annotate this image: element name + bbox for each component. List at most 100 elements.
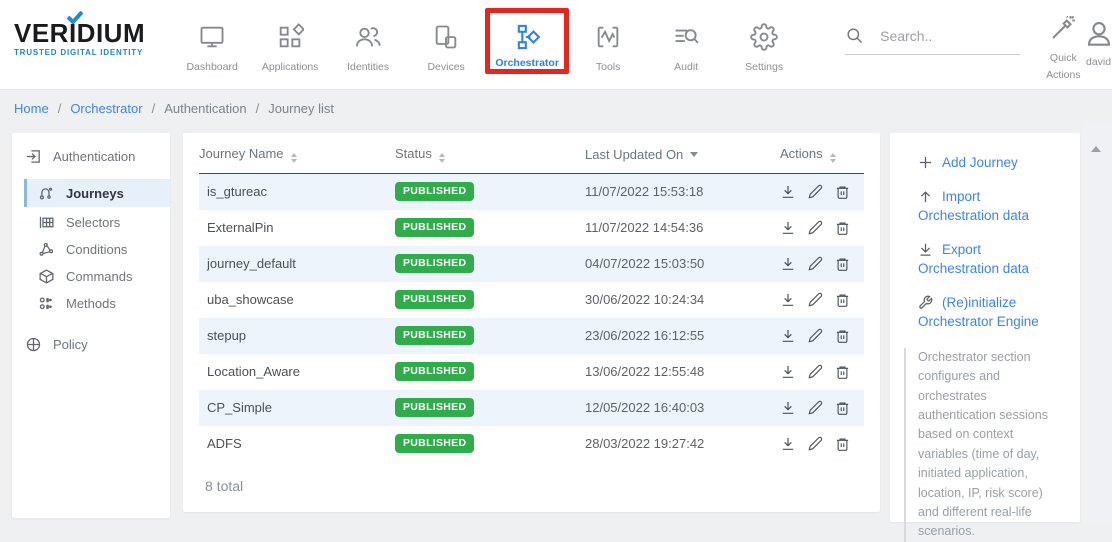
journey-name: is_gtureac <box>199 173 395 210</box>
import-orchestration-button[interactable]: Import Orchestration data <box>918 188 1030 224</box>
nav-item-applications[interactable]: Applications <box>251 8 329 74</box>
export-orchestration-button[interactable]: Export Orchestration data <box>918 241 1030 277</box>
edit-pencil-icon[interactable] <box>808 328 823 343</box>
download-icon[interactable] <box>780 364 796 380</box>
nav-item-settings[interactable]: Settings <box>725 8 803 74</box>
column-header-journey-name[interactable]: Journey Name <box>199 133 395 174</box>
sort-both-icon <box>290 153 297 163</box>
veridium-logo[interactable]: VERIDIUM TRUSTED DIGITAL IDENTITY <box>14 11 146 57</box>
sidebar-item-methods[interactable]: Methods <box>12 290 170 317</box>
sidebar-item-selectors[interactable]: Selectors <box>12 209 170 236</box>
download-icon[interactable] <box>780 400 796 416</box>
applications-icon <box>276 22 305 52</box>
sidebar-item-authentication[interactable]: Authentication <box>12 141 170 171</box>
download-icon[interactable] <box>780 220 796 236</box>
breadcrumb-journey-list: Journey list <box>268 100 334 116</box>
column-header-last-updated[interactable]: Last Updated On <box>585 133 780 174</box>
edit-pencil-icon[interactable] <box>808 256 823 271</box>
breadcrumb: Home / Orchestrator / Authentication / J… <box>14 100 334 116</box>
sidebar: Authentication Journeys Selectors Condit… <box>12 133 170 518</box>
delete-trash-icon[interactable] <box>835 436 850 452</box>
settings-gear-icon <box>750 22 778 52</box>
table-row: CP_Simple PUBLISHED 12/05/2022 16:40:03 <box>199 389 864 426</box>
table-row: Location_Aware PUBLISHED 13/06/2022 12:5… <box>199 354 864 390</box>
sort-desc-icon <box>690 152 699 157</box>
download-icon[interactable] <box>780 292 796 308</box>
edit-pencil-icon[interactable] <box>808 364 823 379</box>
tools-icon <box>594 22 622 52</box>
nav-item-orchestrator[interactable]: Orchestrator <box>485 8 570 74</box>
commands-cube-icon <box>38 268 55 285</box>
journey-name: Location_Aware <box>207 364 300 379</box>
edit-pencil-icon[interactable] <box>808 292 823 307</box>
nav-item-devices[interactable]: Devices <box>407 8 485 74</box>
edit-pencil-icon[interactable] <box>808 184 823 199</box>
download-icon[interactable] <box>780 184 796 200</box>
sidebar-item-conditions[interactable]: Conditions <box>12 236 170 263</box>
nav-item-audit[interactable]: Audit <box>647 8 725 74</box>
quick-actions-button[interactable]: Quick Actions <box>1046 0 1081 85</box>
user-name: david <box>1086 56 1112 68</box>
delete-trash-icon[interactable] <box>835 292 850 308</box>
table-row: journey_default PUBLISHED 04/07/2022 15:… <box>199 245 864 282</box>
wrench-icon <box>918 295 933 310</box>
global-search <box>845 26 1021 55</box>
add-journey-button[interactable]: Add Journey <box>918 153 1063 173</box>
journey-list-panel: Journey Name Status Last Updated On Acti… <box>183 133 880 512</box>
journey-name: stepup <box>199 317 395 354</box>
arrow-up-icon <box>918 189 933 204</box>
sidebar-item-commands[interactable]: Commands <box>12 263 170 290</box>
last-updated: 11/07/2022 15:53:18 <box>585 173 780 210</box>
vertical-scrollbar[interactable] <box>1082 122 1112 522</box>
search-input[interactable] <box>880 27 1021 44</box>
nav-item-dashboard[interactable]: Dashboard <box>173 8 251 74</box>
delete-trash-icon[interactable] <box>835 400 850 416</box>
breadcrumb-orchestrator[interactable]: Orchestrator <box>70 100 143 116</box>
nav-item-identities[interactable]: Identities <box>329 8 407 74</box>
plus-icon <box>918 155 933 170</box>
reinitialize-engine-button[interactable]: (Re)initialize Orchestrator Engine <box>918 294 1039 330</box>
status-badge: PUBLISHED <box>395 362 475 381</box>
delete-trash-icon[interactable] <box>835 328 850 344</box>
delete-trash-icon[interactable] <box>835 184 850 200</box>
dashboard-icon <box>198 22 226 52</box>
table-row: stepup PUBLISHED 23/06/2022 16:12:55 <box>199 317 864 354</box>
top-bar: VERIDIUM TRUSTED DIGITAL IDENTITY Dashbo… <box>0 0 1112 90</box>
sort-both-icon <box>438 153 445 163</box>
delete-trash-icon[interactable] <box>835 256 850 272</box>
journey-name: uba_showcase <box>207 292 294 307</box>
journey-name: ExternalPin <box>207 220 274 235</box>
breadcrumb-authentication: Authentication <box>164 100 247 116</box>
login-icon <box>25 148 42 165</box>
breadcrumb-home[interactable]: Home <box>14 100 49 116</box>
sidebar-item-policy[interactable]: Policy <box>12 329 170 359</box>
download-icon[interactable] <box>780 436 796 452</box>
user-menu[interactable]: david <box>1083 0 1112 68</box>
column-header-actions[interactable]: Actions <box>780 133 864 174</box>
nav-item-tools[interactable]: Tools <box>569 8 647 74</box>
journey-name: CP_Simple <box>199 389 395 426</box>
audit-icon <box>672 22 700 52</box>
total-count: 8 total <box>205 477 244 494</box>
status-badge: PUBLISHED <box>395 290 475 309</box>
status-badge: PUBLISHED <box>395 254 475 273</box>
edit-pencil-icon[interactable] <box>808 436 823 451</box>
conditions-branch-icon <box>38 241 55 258</box>
download-icon[interactable] <box>780 328 796 344</box>
journeys-table: Journey Name Status Last Updated On Acti… <box>199 133 864 462</box>
brand-name: VERIDIUM <box>14 18 146 48</box>
scroll-up-arrow-icon[interactable] <box>1091 146 1101 152</box>
sidebar-item-journeys[interactable]: Journeys <box>24 179 170 207</box>
policy-globe-icon <box>25 336 42 353</box>
delete-trash-icon[interactable] <box>835 220 850 236</box>
download-icon[interactable] <box>780 256 796 272</box>
selectors-table-icon <box>38 214 55 231</box>
brand-check-icon <box>67 11 83 24</box>
last-updated: 30/06/2022 10:24:34 <box>585 292 705 307</box>
status-badge: PUBLISHED <box>395 326 475 345</box>
edit-pencil-icon[interactable] <box>808 220 823 235</box>
last-updated: 13/06/2022 12:55:48 <box>585 364 705 379</box>
column-header-status[interactable]: Status <box>395 133 585 174</box>
delete-trash-icon[interactable] <box>835 364 850 380</box>
edit-pencil-icon[interactable] <box>808 400 823 415</box>
